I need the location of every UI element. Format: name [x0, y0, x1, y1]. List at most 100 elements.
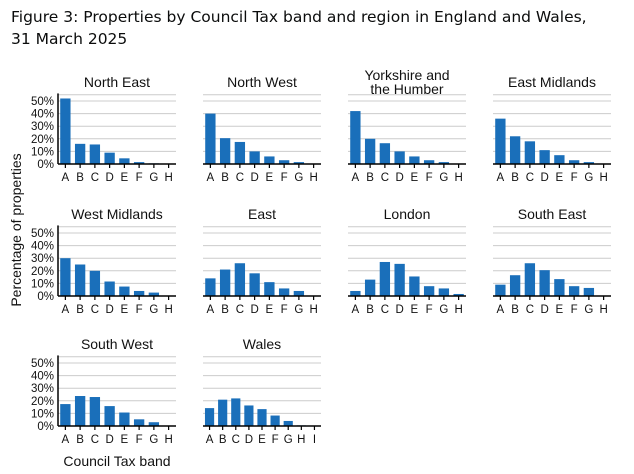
x-tick-label: H — [164, 304, 172, 316]
x-tick-label: C — [236, 304, 244, 316]
bar-F — [133, 290, 145, 296]
bar-F — [568, 286, 580, 296]
bar-B — [74, 143, 86, 164]
x-tick-label: D — [540, 304, 548, 316]
x-tick-label: B — [366, 304, 374, 316]
bar-C — [524, 141, 536, 164]
bar-C — [234, 141, 246, 164]
bar-G — [583, 287, 595, 296]
bar-F — [133, 162, 145, 164]
bar-A — [60, 98, 71, 164]
figure-title: Figure 3: Properties by Council Tax band… — [11, 8, 587, 48]
bar-E — [554, 155, 565, 164]
bar-C — [231, 398, 241, 426]
x-tick-label: C — [91, 304, 99, 316]
bar-H — [453, 293, 464, 296]
x-tick-label: C — [381, 304, 389, 316]
x-tick-label: A — [497, 304, 505, 316]
y-tick-label: 10% — [31, 146, 54, 158]
x-tick-label: F — [426, 172, 433, 184]
x-tick-label: H — [309, 304, 317, 316]
x-axis-label: Council Tax band — [63, 453, 170, 469]
y-tick-label: 50% — [31, 228, 54, 240]
bar-F — [278, 160, 290, 164]
y-tick-label: 50% — [31, 96, 54, 108]
x-tick-label: E — [121, 172, 129, 184]
x-tick-label: H — [164, 172, 172, 184]
bar-A — [204, 408, 215, 426]
x-tick-label: B — [511, 304, 519, 316]
y-tick-label: 40% — [31, 109, 54, 121]
y-tick-label: 10% — [31, 278, 54, 290]
bar-G — [583, 162, 595, 164]
x-tick-label: B — [219, 434, 227, 446]
x-tick-label: C — [526, 304, 534, 316]
x-tick-label: F — [281, 172, 288, 184]
bar-D — [104, 281, 115, 296]
bar-E — [554, 279, 565, 296]
bar-D — [249, 273, 260, 296]
bar-G — [438, 288, 450, 296]
x-tick-label: H — [454, 172, 462, 184]
x-tick-label: D — [245, 434, 253, 446]
bar-F — [278, 288, 290, 296]
x-tick-label: A — [497, 172, 505, 184]
bar-G — [293, 162, 305, 164]
x-tick-label: D — [395, 172, 403, 184]
bar-C — [524, 263, 536, 296]
x-tick-label: C — [91, 434, 99, 446]
x-tick-label: E — [121, 304, 129, 316]
bar-E — [119, 412, 130, 426]
bar-C — [379, 261, 391, 296]
x-tick-label: E — [121, 434, 129, 446]
y-tick-label: 30% — [31, 253, 54, 265]
panel-title: South East — [518, 206, 587, 222]
x-tick-label: D — [250, 304, 258, 316]
bar-F — [423, 286, 435, 296]
bar-E — [257, 409, 267, 426]
bar-B — [509, 136, 521, 164]
bar-B — [509, 275, 521, 296]
x-tick-label: G — [584, 172, 593, 184]
bar-G — [293, 290, 305, 296]
bar-E — [119, 158, 130, 164]
x-tick-label: E — [556, 304, 564, 316]
x-tick-label: G — [294, 172, 303, 184]
x-tick-label: F — [571, 304, 578, 316]
bar-F — [423, 160, 435, 164]
bar-A — [495, 118, 506, 164]
bar-A — [205, 113, 216, 164]
bar-B — [364, 279, 376, 296]
x-tick-label: H — [599, 172, 607, 184]
x-tick-label: B — [366, 172, 374, 184]
y-tick-label: 20% — [31, 134, 54, 146]
panel-title: North East — [84, 74, 150, 90]
y-axis-label: Percentage of properties — [8, 153, 24, 306]
y-tick-label: 50% — [31, 358, 54, 370]
bar-D — [249, 151, 260, 164]
x-tick-label: F — [426, 304, 433, 316]
bar-D — [539, 150, 550, 164]
panel-title: East — [248, 206, 276, 222]
x-tick-label: A — [207, 172, 215, 184]
bar-C — [89, 270, 101, 296]
x-tick-label: D — [105, 434, 113, 446]
y-tick-label: 20% — [31, 396, 54, 408]
panel-title: Yorkshire and — [364, 67, 449, 83]
x-tick-label: C — [232, 434, 240, 446]
x-tick-label: D — [250, 172, 258, 184]
y-tick-label: 0% — [37, 159, 54, 171]
bar-B — [218, 399, 228, 426]
bar-E — [264, 282, 275, 296]
bar-D — [539, 270, 550, 296]
y-tick-label: 40% — [31, 241, 54, 253]
x-tick-label: D — [105, 172, 113, 184]
x-tick-label: F — [136, 304, 143, 316]
x-tick-label: A — [352, 172, 360, 184]
x-tick-label: I — [313, 434, 316, 446]
x-tick-label: E — [556, 172, 564, 184]
panel-title: East Midlands — [508, 74, 596, 90]
y-tick-label: 30% — [31, 121, 54, 133]
bar-A — [60, 258, 71, 296]
x-tick-label: F — [136, 434, 143, 446]
